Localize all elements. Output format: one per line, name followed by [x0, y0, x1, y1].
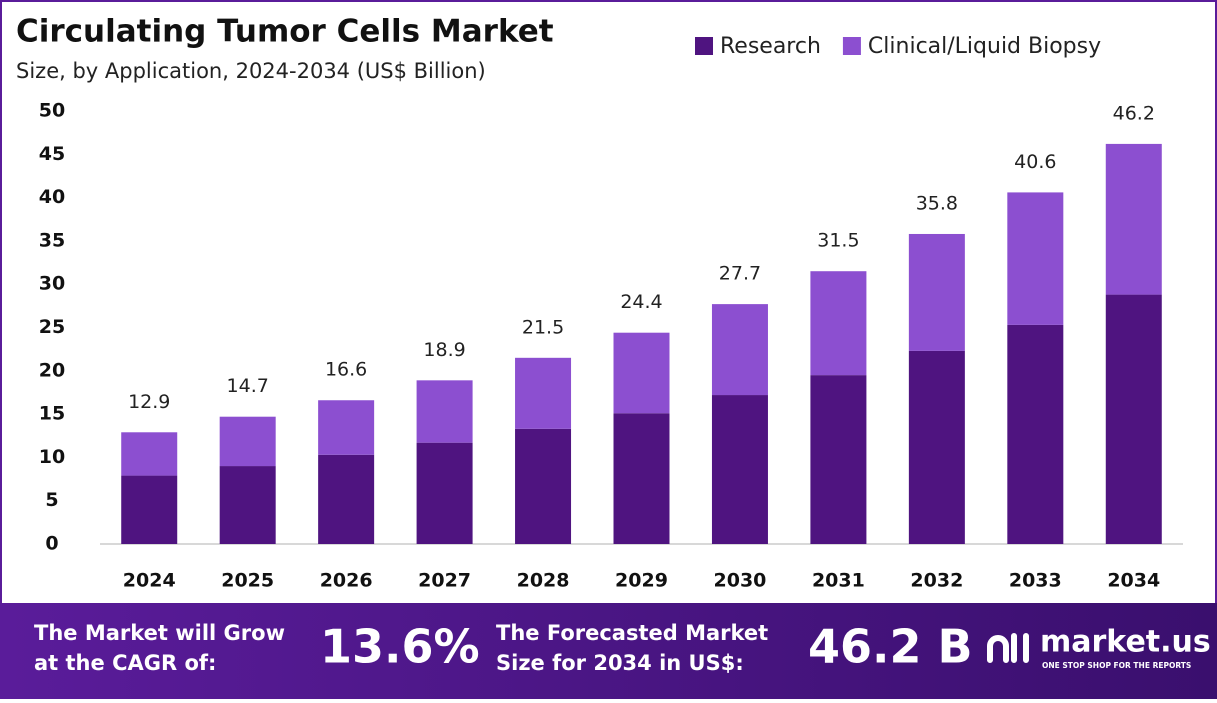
total-label: 18.9: [423, 339, 465, 361]
y-tick-label: 0: [45, 533, 58, 555]
x-tick-label: 2024: [123, 570, 176, 592]
bar-segment: [318, 400, 375, 455]
bar-segment: [711, 304, 768, 396]
y-tick-label: 50: [39, 100, 65, 122]
legend-swatch: [695, 37, 713, 55]
total-label: 14.7: [227, 375, 269, 397]
legend: Research Clinical/Liquid Biopsy: [695, 34, 1101, 59]
y-tick-label: 20: [39, 359, 65, 381]
y-tick-label: 35: [39, 229, 65, 251]
chart-title: Circulating Tumor Cells Market: [16, 14, 554, 50]
bar-segment: [1105, 143, 1162, 295]
bar-segment: [416, 380, 473, 443]
y-tick-label: 5: [45, 489, 58, 511]
bar-segment: [121, 432, 178, 476]
total-label: 35.8: [916, 192, 958, 214]
bar-segment: [1007, 192, 1064, 325]
bar-segment: [219, 466, 276, 544]
total-label: 46.2: [1113, 102, 1155, 124]
total-label: 40.6: [1014, 151, 1056, 173]
bar-segment: [810, 271, 867, 376]
total-label: 12.9: [128, 391, 170, 413]
bar-segment: [908, 233, 965, 351]
bar-segment: [613, 413, 670, 544]
brand-tagline: ONE STOP SHOP FOR THE REPORTS: [1042, 661, 1191, 670]
x-tick-label: 2032: [910, 570, 963, 592]
total-label: 24.4: [620, 291, 662, 313]
bar-segment: [1007, 324, 1064, 544]
y-tick-label: 45: [39, 143, 65, 165]
y-tick-label: 15: [39, 403, 65, 425]
bar-segment: [908, 350, 965, 544]
total-label: 16.6: [325, 359, 367, 381]
total-label: 27.7: [719, 263, 761, 285]
x-tick-label: 2033: [1009, 570, 1062, 592]
x-tick-label: 2029: [615, 570, 668, 592]
y-tick-label: 25: [39, 316, 65, 338]
x-tick-label: 2031: [812, 570, 865, 592]
x-tick-label: 2030: [714, 570, 767, 592]
forecast-value: 46.2 B: [808, 620, 973, 674]
bar-segment: [121, 475, 178, 544]
bar-segment: [711, 395, 768, 544]
legend-label: Research: [720, 34, 821, 59]
forecast-label: Size for 2034 in US$:: [496, 651, 744, 675]
total-label: 21.5: [522, 316, 564, 338]
x-tick-label: 2025: [221, 570, 274, 592]
total-label: 31.5: [817, 230, 859, 252]
bar-segment: [1105, 294, 1162, 544]
bar-segment: [318, 454, 375, 544]
x-tick-label: 2027: [418, 570, 471, 592]
legend-label: Clinical/Liquid Biopsy: [868, 34, 1101, 59]
brand-logo: [987, 633, 1029, 663]
y-tick-label: 10: [39, 446, 65, 468]
bar-segment: [515, 357, 572, 429]
y-tick-label: 40: [39, 186, 65, 208]
cagr-label: at the CAGR of:: [34, 651, 216, 675]
x-tick-label: 2034: [1107, 570, 1160, 592]
x-tick-label: 2028: [517, 570, 570, 592]
bar-segment: [810, 375, 867, 544]
cagr-label: The Market will Grow: [34, 621, 285, 645]
forecast-label: The Forecasted Market: [496, 621, 768, 645]
y-tick-label: 30: [39, 273, 65, 295]
brand: market.us: [1040, 625, 1211, 660]
bar-segment: [613, 332, 670, 414]
cagr-value: 13.6%: [320, 620, 480, 674]
bar-segment: [515, 428, 572, 544]
x-tick-label: 2026: [320, 570, 373, 592]
legend-swatch: [842, 37, 861, 55]
chart-subtitle: Size, by Application, 2024-2034 (US$ Bil…: [16, 59, 486, 83]
bar-segment: [219, 416, 276, 467]
bar-segment: [416, 442, 473, 544]
